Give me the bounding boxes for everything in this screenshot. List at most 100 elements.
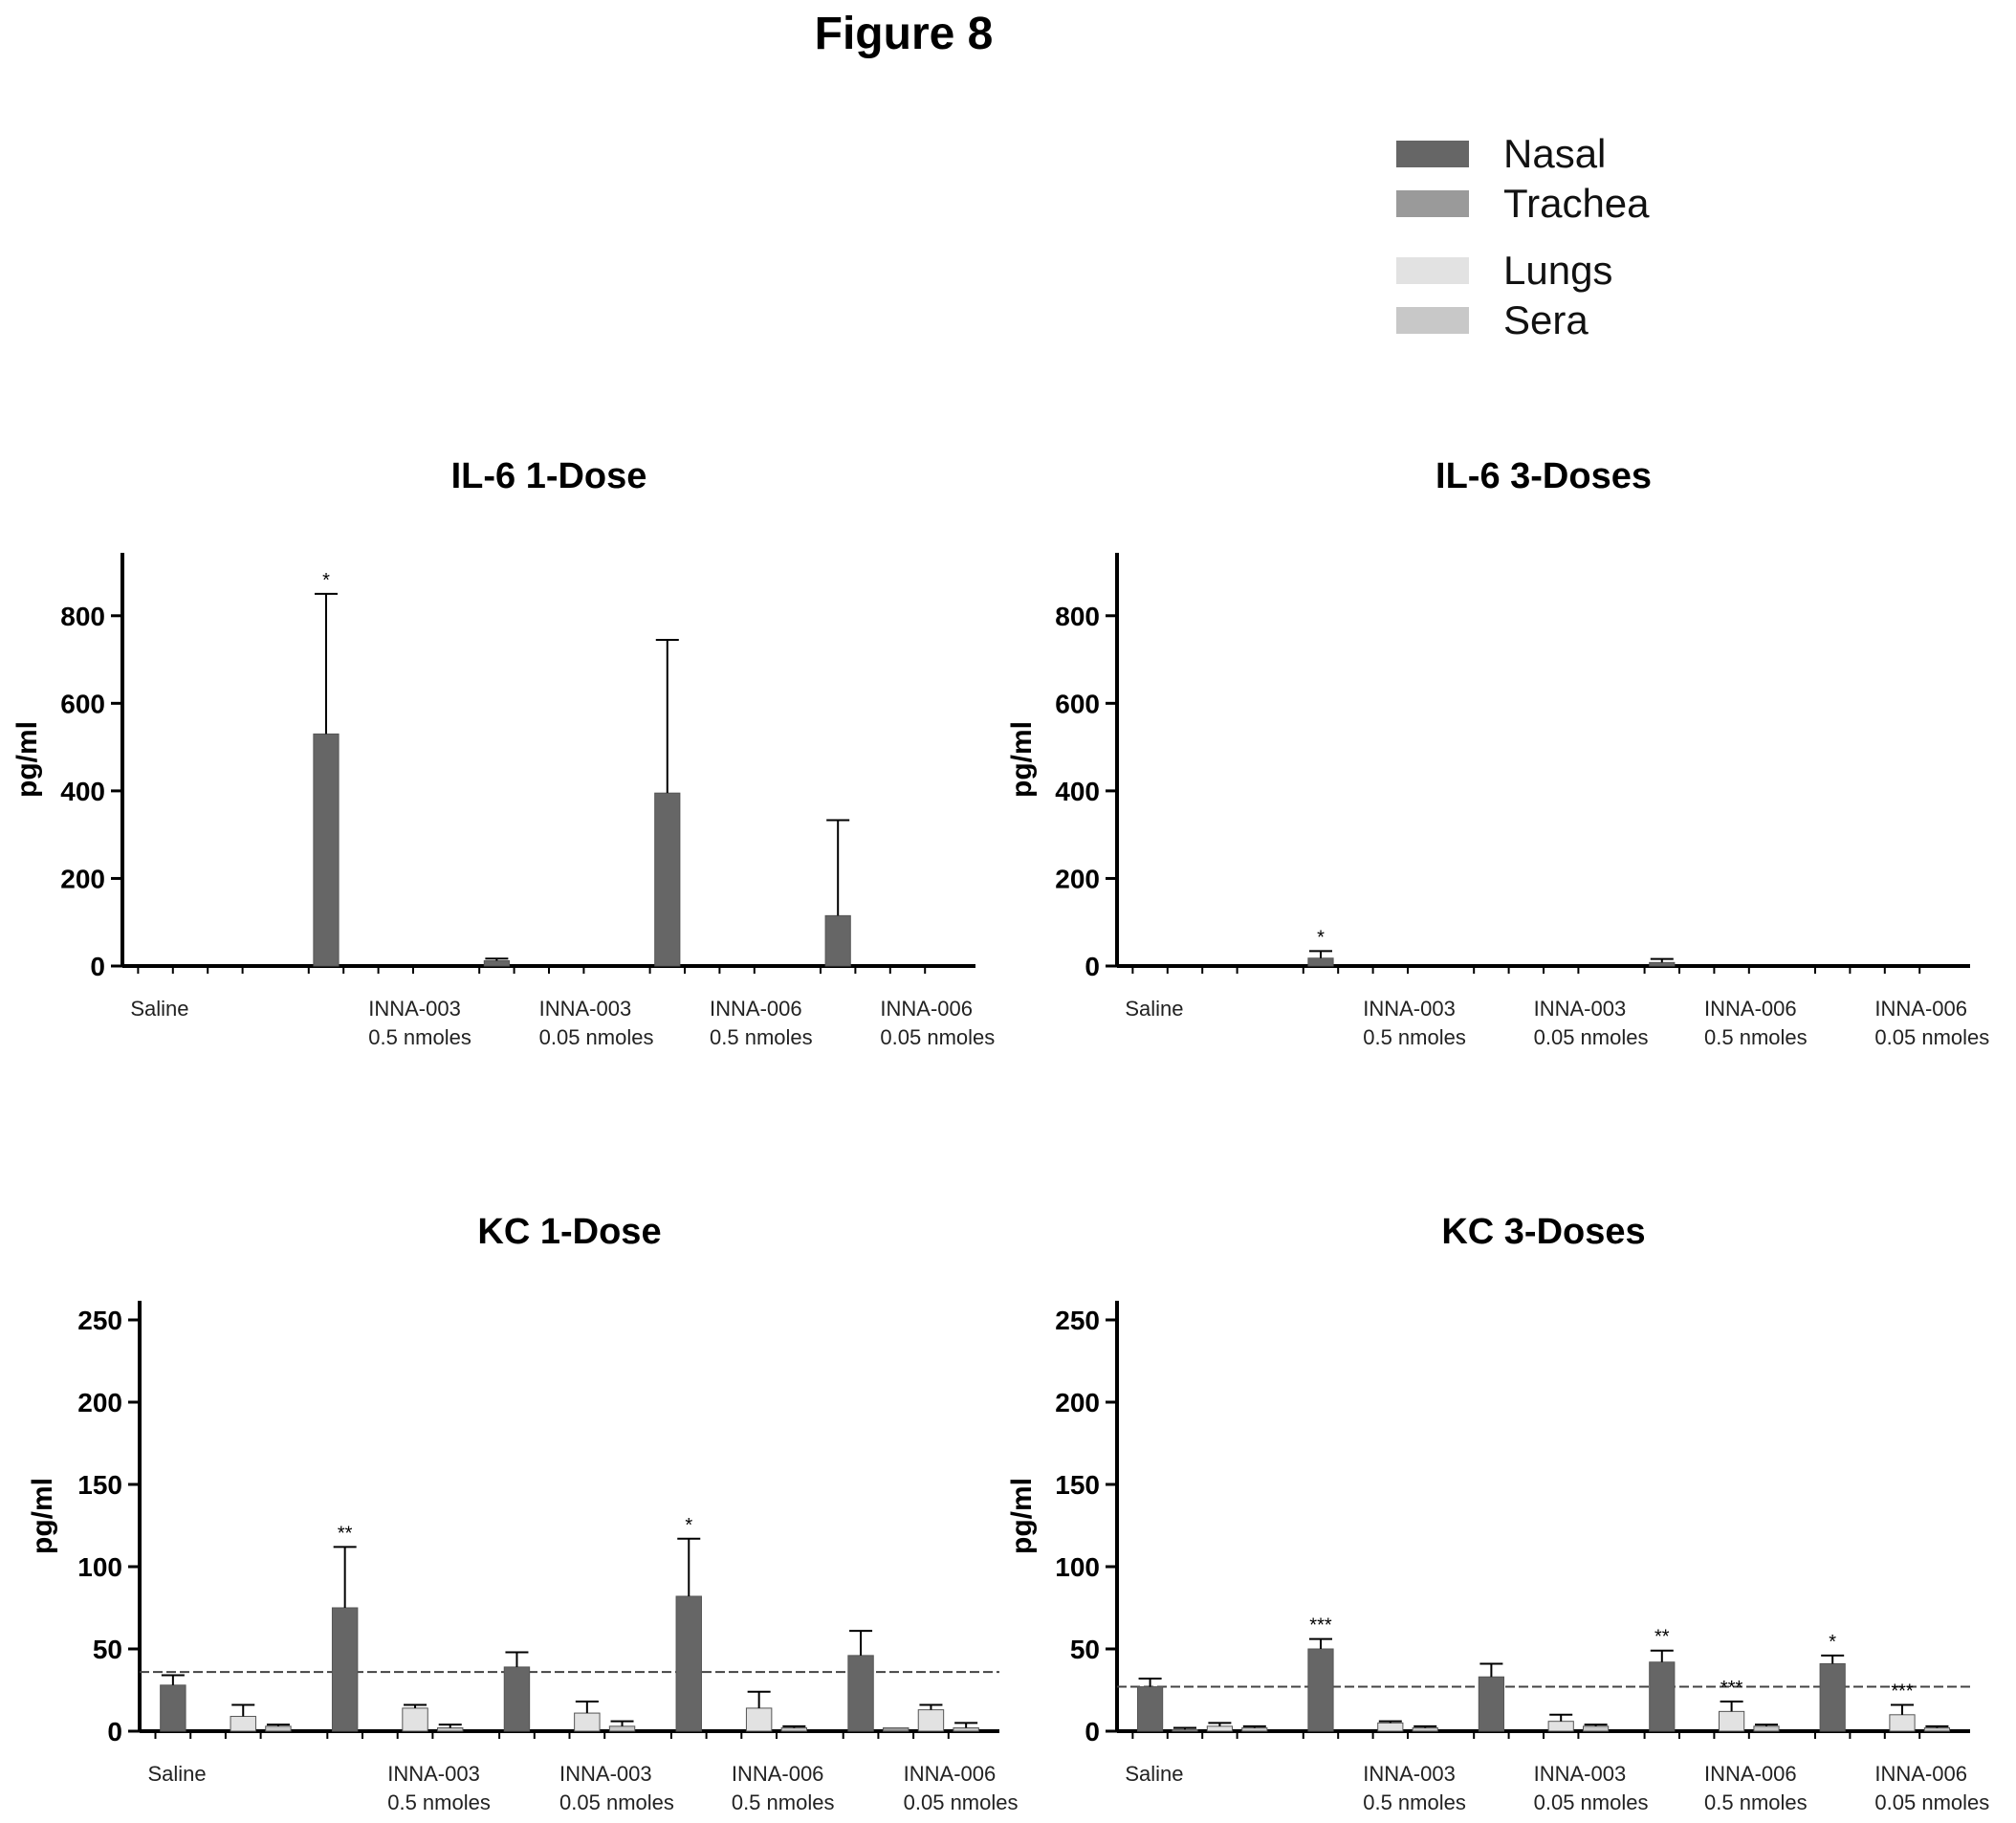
bar-lungs-inna-003-0-5-nmoles	[402, 1707, 428, 1732]
x-category-label: 0.05 nmoles	[539, 1025, 654, 1049]
x-category-label: INNA-003	[368, 997, 461, 1021]
y-tick-label: 800	[60, 602, 105, 631]
y-axis-label: pg/ml	[1006, 721, 1038, 798]
y-tick-label: 200	[1055, 864, 1100, 893]
legend-swatch-trachea	[1396, 190, 1469, 217]
chart-title: IL-6 3-Doses	[1435, 456, 1652, 496]
bar-sera-inna-006-0-5-nmoles	[1753, 1725, 1780, 1732]
bar-sera-inna-006-0-5-nmoles	[780, 1727, 808, 1732]
x-category-label: 0.5 nmoles	[1363, 1790, 1466, 1814]
x-category-label: 0.05 nmoles	[880, 1025, 995, 1049]
x-category-label: INNA-006	[732, 1762, 824, 1786]
x-category-label: 0.5 nmoles	[710, 1025, 813, 1049]
bar-nasal-inna-003-0-05-nmoles	[1478, 1676, 1504, 1732]
significance-marker: *	[685, 1515, 692, 1536]
bar-nasal-inna-003-0-05-nmoles	[483, 960, 510, 967]
x-category-label: Saline	[1125, 1762, 1183, 1786]
y-tick-label: 0	[1085, 952, 1100, 981]
chart-il6-1-dose: IL-6 1-Dose pg/ml 0 200 400 600 800 * Saline INNA…	[11, 456, 995, 1049]
legend-label-nasal: Nasal	[1503, 131, 1607, 176]
significance-marker: *	[1829, 1632, 1836, 1653]
x-category-label: 0.5 nmoles	[1363, 1025, 1466, 1049]
bar-lungs-inna-006-0-05-nmoles	[917, 1709, 945, 1732]
significance-marker: ***	[1891, 1680, 1914, 1702]
x-category-label: INNA-003	[1534, 997, 1627, 1021]
y-tick-label: 0	[1085, 1717, 1100, 1746]
x-category-label: 0.05 nmoles	[1874, 1790, 1989, 1814]
legend-item-sera: Sera	[1396, 296, 1650, 345]
y-tick-label: 200	[60, 864, 105, 893]
legend-item-lungs: Lungs	[1396, 246, 1650, 296]
x-category-label: 0.5 nmoles	[387, 1790, 491, 1814]
x-category-label: INNA-003	[1363, 1762, 1456, 1786]
chart-title: KC 1-Dose	[477, 1212, 661, 1252]
x-category-label: 0.05 nmoles	[1874, 1025, 1989, 1049]
y-tick-label: 150	[77, 1470, 122, 1500]
x-category-label: 0.5 nmoles	[732, 1790, 835, 1814]
significance-marker: ***	[1720, 1678, 1743, 1699]
bar-sera-inna-003-0-05-nmoles	[608, 1725, 636, 1732]
y-tick-label: 50	[93, 1635, 122, 1664]
x-category-label: Saline	[148, 1762, 207, 1786]
y-tick-label: 400	[60, 777, 105, 806]
y-tick-label: 50	[1070, 1635, 1100, 1664]
x-category-label: 0.5 nmoles	[1704, 1025, 1808, 1049]
y-tick-label: 250	[77, 1306, 122, 1335]
bar-lungs-inna-006-0-5-nmoles	[1718, 1710, 1745, 1732]
y-tick-label: 600	[60, 689, 105, 718]
legend-swatch-sera	[1396, 307, 1469, 334]
bar-nasal-inna-003-0-5-nmoles	[1307, 957, 1334, 967]
y-tick-label: 250	[1055, 1306, 1100, 1335]
legend: Nasal Trachea Lungs Sera	[1396, 129, 1650, 345]
bar-lungs-saline	[230, 1716, 256, 1732]
bar-trachea-saline	[1172, 1728, 1198, 1732]
bar-sera-inna-003-0-5-nmoles	[1412, 1727, 1438, 1732]
legend-label-sera: Sera	[1503, 297, 1589, 342]
chart-il6-3-doses: IL-6 3-Doses pg/ml 0 200 400 600 800 * Saline INN…	[1006, 456, 1989, 1049]
legend-label-trachea: Trachea	[1503, 181, 1650, 226]
bar-lungs-inna-003-0-05-nmoles	[574, 1712, 601, 1732]
chart-title: IL-6 1-Dose	[451, 456, 647, 496]
y-tick-label: 400	[1055, 777, 1100, 806]
y-tick-label: 600	[1055, 689, 1100, 718]
legend-swatch-nasal	[1396, 141, 1469, 167]
x-category-label: 0.5 nmoles	[1704, 1790, 1808, 1814]
x-category-label: INNA-006	[710, 997, 802, 1021]
y-tick-label: 150	[1055, 1470, 1100, 1500]
x-category-label: INNA-006	[1704, 1762, 1797, 1786]
y-tick-label: 800	[1055, 602, 1100, 631]
y-tick-label: 0	[107, 1717, 122, 1746]
legend-swatch-lungs	[1396, 257, 1469, 284]
bar-lungs-inna-003-0-05-nmoles	[1547, 1721, 1574, 1732]
significance-marker: **	[338, 1523, 353, 1544]
legend-item-nasal: Nasal	[1396, 129, 1650, 179]
significance-marker: *	[322, 570, 330, 591]
bar-sera-inna-003-0-5-nmoles	[437, 1727, 464, 1732]
x-category-label: INNA-003	[1363, 997, 1456, 1021]
legend-label-lungs: Lungs	[1503, 248, 1613, 293]
bar-sera-inna-006-0-05-nmoles	[953, 1727, 979, 1732]
bar-nasal-inna-006-0-05-nmoles	[1819, 1662, 1846, 1732]
y-axis-label: pg/ml	[1006, 1478, 1038, 1554]
bar-sera-saline	[265, 1725, 292, 1732]
x-category-label: Saline	[130, 997, 188, 1021]
bar-nasal-inna-006-0-05-nmoles	[824, 914, 851, 967]
bar-nasal-inna-003-0-5-nmoles	[1307, 1648, 1334, 1732]
bar-nasal-inna-006-0-5-nmoles	[1649, 1661, 1676, 1732]
bar-nasal-saline	[1136, 1686, 1164, 1732]
y-axis-label: pg/ml	[27, 1478, 58, 1554]
bar-nasal-inna-003-0-5-nmoles	[313, 733, 340, 967]
chart-title: KC 3-Doses	[1441, 1212, 1645, 1252]
legend-item-trachea: Trachea	[1396, 179, 1650, 229]
x-category-label: 0.5 nmoles	[368, 1025, 471, 1049]
y-tick-label: 0	[90, 952, 105, 981]
bar-sera-inna-003-0-05-nmoles	[1583, 1725, 1610, 1732]
x-category-label: INNA-003	[387, 1762, 480, 1786]
bar-nasal-saline	[160, 1684, 186, 1732]
significance-marker: **	[1654, 1627, 1670, 1648]
x-category-label: INNA-006	[1874, 997, 1967, 1021]
y-tick-label: 100	[1055, 1552, 1100, 1582]
x-category-label: INNA-006	[904, 1762, 997, 1786]
